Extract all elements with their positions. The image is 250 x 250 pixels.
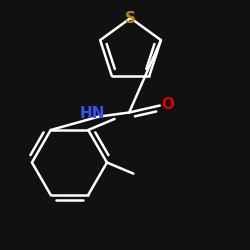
Text: O: O <box>161 97 174 112</box>
Text: HN: HN <box>80 106 105 122</box>
Text: S: S <box>125 10 136 26</box>
